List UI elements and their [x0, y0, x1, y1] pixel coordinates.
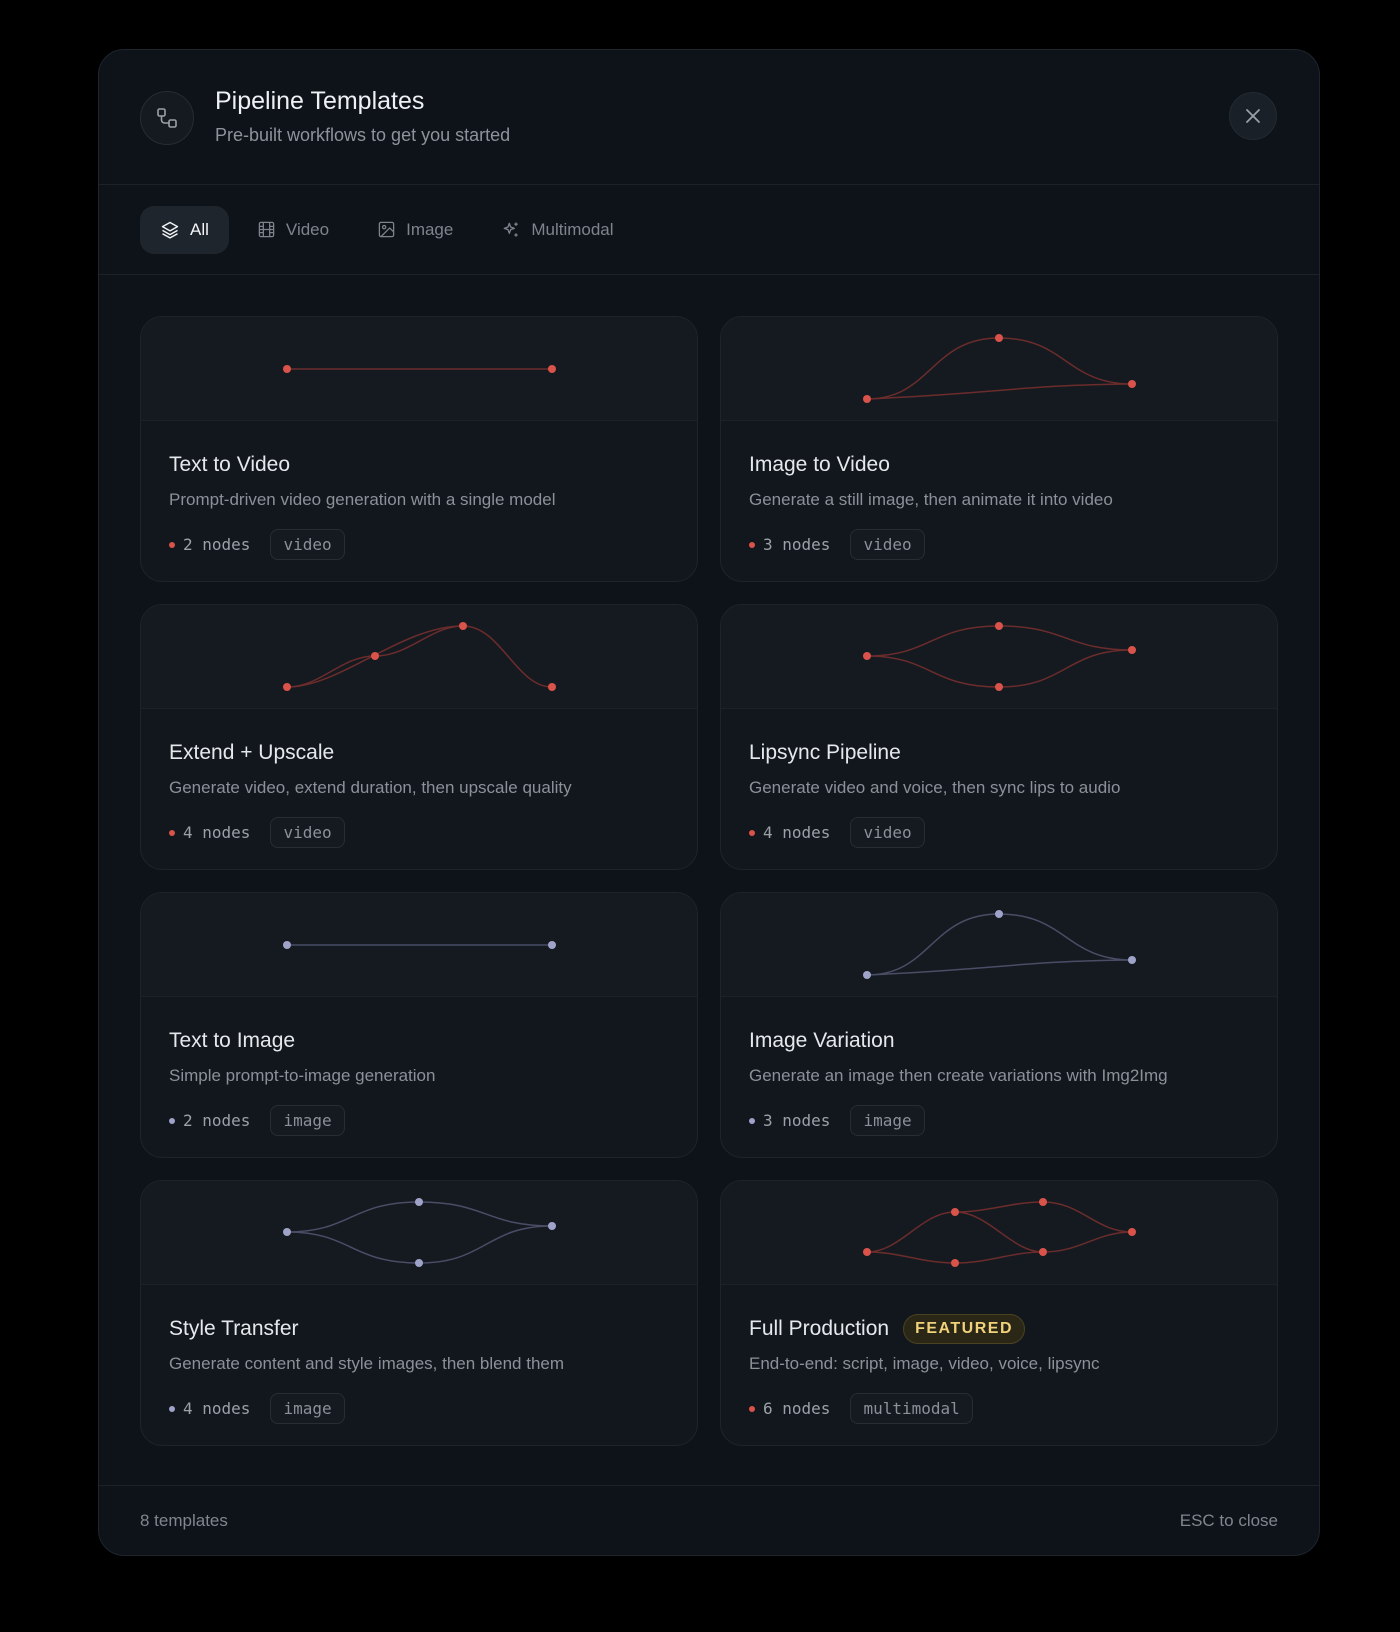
template-title: Text to Video: [169, 453, 291, 476]
node-count: 3 nodes: [749, 1111, 830, 1130]
tab-label: Multimodal: [531, 219, 614, 239]
tab-image[interactable]: Image: [357, 206, 473, 254]
pipeline-preview: [141, 605, 697, 709]
workflow-icon: [140, 91, 194, 145]
image-icon: [378, 221, 395, 238]
category-tag: video: [270, 817, 345, 848]
category-tag: multimodal: [850, 1393, 973, 1424]
close-icon: [1246, 109, 1260, 123]
category-tag: image: [850, 1105, 925, 1136]
category-tag: image: [270, 1105, 345, 1136]
template-card-style-transfer[interactable]: Style Transfer Generate content and styl…: [140, 1180, 698, 1446]
template-card-text-to-video[interactable]: Text to Video Prompt-driven video genera…: [140, 316, 698, 582]
pipeline-preview: [721, 1181, 1277, 1285]
template-description: Generate video and voice, then sync lips…: [749, 778, 1121, 797]
category-tag: video: [850, 529, 925, 560]
template-count: 8 templates: [140, 1510, 228, 1530]
pipeline-preview: [721, 317, 1277, 421]
pipeline-preview: [721, 893, 1277, 997]
category-tag: image: [270, 1393, 345, 1424]
pipeline-preview: [141, 893, 697, 997]
template-title: Image to Video: [749, 453, 890, 476]
template-card-extend-upscale[interactable]: Extend + Upscale Generate video, extend …: [140, 604, 698, 870]
close-button[interactable]: [1229, 92, 1277, 140]
node-count: 3 nodes: [749, 535, 830, 554]
template-card-image-variation[interactable]: Image Variation Generate an image then c…: [720, 892, 1278, 1158]
template-title: Extend + Upscale: [169, 741, 335, 764]
template-card-full-production[interactable]: Full Production FEATURED End-to-end: scr…: [720, 1180, 1278, 1446]
template-description: Simple prompt-to-image generation: [169, 1066, 436, 1085]
node-count: 4 nodes: [169, 823, 250, 842]
template-card-text-to-image[interactable]: Text to Image Simple prompt-to-image gen…: [140, 892, 698, 1158]
pipeline-preview: [141, 1181, 697, 1285]
category-tag: video: [850, 817, 925, 848]
category-tag: video: [270, 529, 345, 560]
template-description: End-to-end: script, image, video, voice,…: [749, 1354, 1100, 1373]
featured-badge: FEATURED: [903, 1314, 1025, 1344]
template-description: Generate video, extend duration, then up…: [169, 778, 572, 797]
pipeline-preview: [141, 317, 697, 421]
modal-footer: 8 templates ESC to close: [99, 1485, 1319, 1555]
template-description: Generate an image then create variations…: [749, 1066, 1168, 1085]
template-title: Style Transfer: [169, 1317, 299, 1340]
template-description: Prompt-driven video generation with a si…: [169, 490, 556, 509]
template-description: Generate a still image, then animate it …: [749, 490, 1113, 509]
film-icon: [258, 221, 275, 238]
template-title: Image Variation: [749, 1029, 895, 1052]
template-card-image-to-video[interactable]: Image to Video Generate a still image, t…: [720, 316, 1278, 582]
tab-label: All: [190, 219, 209, 239]
templates-modal: Pipeline Templates Pre-built workflows t…: [98, 49, 1320, 1556]
pipeline-preview: [721, 605, 1277, 709]
node-count: 4 nodes: [749, 823, 830, 842]
esc-hint: ESC to close: [1179, 1510, 1278, 1530]
node-count: 2 nodes: [169, 535, 250, 554]
sparkles-icon: [504, 222, 519, 237]
category-tabs: All Video Image Multimodal: [99, 185, 1319, 275]
modal-title: Pipeline Templates: [215, 87, 425, 115]
template-description: Generate content and style images, then …: [169, 1354, 565, 1373]
template-title: Full Production: [749, 1317, 890, 1340]
tab-multimodal[interactable]: Multimodal: [481, 206, 633, 254]
tab-label: Video: [285, 219, 330, 239]
template-title: Text to Image: [169, 1029, 296, 1052]
tab-label: Image: [406, 219, 454, 239]
tab-all[interactable]: All: [140, 205, 229, 254]
node-count: 6 nodes: [749, 1399, 830, 1418]
tab-video[interactable]: Video: [237, 206, 349, 254]
node-count: 4 nodes: [169, 1399, 250, 1418]
templates-grid: Text to Video Prompt-driven video genera…: [140, 316, 1280, 1446]
node-count: 2 nodes: [169, 1111, 250, 1130]
layers-icon: [161, 221, 179, 239]
template-card-lipsync-pipeline[interactable]: Lipsync Pipeline Generate video and voic…: [720, 604, 1278, 870]
modal-subtitle: Pre-built workflows to get you started: [215, 125, 511, 145]
modal-header: Pipeline Templates Pre-built workflows t…: [99, 50, 1319, 185]
template-title: Lipsync Pipeline: [749, 741, 901, 764]
